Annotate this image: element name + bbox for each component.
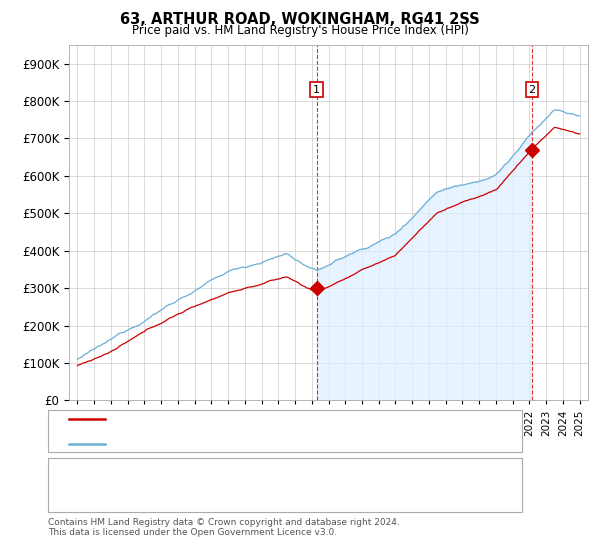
Text: 63, ARTHUR ROAD, WOKINGHAM, RG41 2SS (detached house): 63, ARTHUR ROAD, WOKINGHAM, RG41 2SS (de… [111,414,434,424]
Text: 1: 1 [59,463,67,473]
Text: Contains HM Land Registry data © Crown copyright and database right 2024.
This d: Contains HM Land Registry data © Crown c… [48,518,400,538]
Text: Price paid vs. HM Land Registry's House Price Index (HPI): Price paid vs. HM Land Registry's House … [131,24,469,36]
Text: 3% ↓ HPI: 3% ↓ HPI [360,494,412,504]
Text: HPI: Average price, detached house, Wokingham: HPI: Average price, detached house, Woki… [111,438,365,449]
Text: 63, ARTHUR ROAD, WOKINGHAM, RG41 2SS: 63, ARTHUR ROAD, WOKINGHAM, RG41 2SS [120,12,480,27]
Text: 28-FEB-2022: 28-FEB-2022 [93,494,164,504]
Text: 15-APR-2009: 15-APR-2009 [93,463,164,473]
Text: 16% ↓ HPI: 16% ↓ HPI [360,463,419,473]
Text: 2: 2 [529,85,536,95]
Text: 1: 1 [313,85,320,95]
Text: £300,000: £300,000 [246,463,299,473]
Text: £670,000: £670,000 [246,494,299,504]
Text: 2: 2 [59,494,67,504]
